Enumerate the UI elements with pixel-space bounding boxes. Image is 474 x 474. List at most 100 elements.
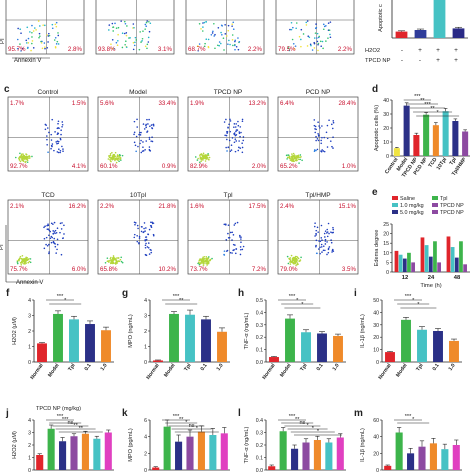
event-dot bbox=[292, 26, 294, 29]
event-dot bbox=[62, 150, 64, 153]
event-dot bbox=[56, 140, 59, 143]
event-dot bbox=[225, 35, 228, 37]
significance-marker: * bbox=[185, 420, 188, 426]
event-dot bbox=[329, 33, 331, 36]
bar bbox=[201, 319, 211, 362]
bar bbox=[333, 335, 343, 362]
bar bbox=[433, 241, 437, 272]
event-dot bbox=[237, 37, 239, 39]
event-dot bbox=[148, 136, 151, 139]
event-dot bbox=[56, 248, 58, 251]
y-axis-label: PI bbox=[0, 38, 6, 44]
y-axis-label: TNF-α (ng/mL) bbox=[244, 426, 250, 463]
event-dot bbox=[240, 236, 242, 238]
event-dot bbox=[305, 21, 308, 24]
event-dot bbox=[320, 45, 322, 48]
event-dot bbox=[138, 235, 141, 238]
y-tick-label: 4 bbox=[28, 298, 31, 304]
event-dot bbox=[332, 121, 335, 124]
event-dot bbox=[21, 47, 24, 50]
bar bbox=[463, 264, 467, 272]
event-dot bbox=[307, 35, 310, 38]
event-dot bbox=[214, 47, 216, 50]
event-dot bbox=[46, 224, 48, 227]
event-dot bbox=[55, 43, 58, 45]
event-dot bbox=[225, 134, 228, 137]
event-dot bbox=[27, 258, 30, 261]
quadrant-lower-left-value: 65.8% bbox=[100, 266, 118, 273]
event-dot bbox=[242, 139, 245, 142]
bar bbox=[169, 313, 179, 362]
event-dot bbox=[308, 36, 311, 39]
event-dot bbox=[198, 259, 201, 262]
event-dot bbox=[146, 43, 149, 46]
event-dot bbox=[290, 261, 293, 263]
bar bbox=[424, 245, 429, 272]
event-dot bbox=[323, 150, 326, 153]
event-dot bbox=[229, 150, 232, 153]
event-dot bbox=[213, 22, 215, 25]
event-dot bbox=[208, 256, 210, 258]
event-dot bbox=[142, 150, 145, 152]
event-dot bbox=[29, 258, 32, 260]
flow-plot bbox=[7, 96, 89, 172]
event-dot bbox=[33, 27, 36, 29]
event-dot bbox=[329, 36, 332, 39]
event-dot bbox=[221, 33, 223, 36]
event-dot bbox=[311, 49, 314, 51]
quadrant-upper-right-value: 16.2% bbox=[68, 203, 86, 210]
quadrant-upper-right-value: 28.4% bbox=[338, 100, 356, 107]
event-dot bbox=[149, 150, 152, 152]
y-tick-label: 0.0 bbox=[256, 360, 263, 366]
event-dot bbox=[208, 156, 211, 159]
event-dot bbox=[136, 126, 139, 128]
event-dot bbox=[299, 156, 301, 159]
event-dot bbox=[294, 256, 296, 259]
event-dot bbox=[241, 248, 244, 251]
quadrant-lower-left-value: 93.8% bbox=[98, 46, 116, 53]
event-dot bbox=[133, 120, 136, 123]
event-dot bbox=[328, 119, 330, 122]
event-dot bbox=[48, 229, 51, 232]
event-dot bbox=[118, 153, 121, 156]
event-dot bbox=[233, 133, 235, 135]
event-dot bbox=[233, 141, 236, 144]
event-dot bbox=[293, 160, 295, 163]
event-dot bbox=[320, 246, 323, 248]
event-dot bbox=[120, 20, 122, 22]
event-dot bbox=[296, 263, 299, 266]
event-dot bbox=[114, 155, 116, 158]
event-dot bbox=[241, 120, 244, 123]
event-dot bbox=[19, 43, 21, 45]
event-dot bbox=[203, 257, 206, 260]
event-dot bbox=[322, 249, 325, 252]
bar bbox=[93, 438, 101, 470]
y-axis-label: MPO (ng/mL) bbox=[128, 314, 134, 348]
significance-marker: *** bbox=[289, 414, 296, 420]
event-dot bbox=[58, 148, 60, 151]
event-dot bbox=[322, 47, 324, 50]
bar bbox=[384, 465, 392, 470]
event-dot bbox=[20, 263, 23, 266]
event-dot bbox=[145, 123, 147, 126]
event-dot bbox=[151, 127, 153, 129]
event-dot bbox=[48, 234, 50, 237]
event-dot bbox=[144, 148, 146, 151]
event-dot bbox=[55, 25, 58, 28]
event-dot bbox=[293, 260, 296, 262]
significance-marker: *** bbox=[424, 102, 431, 108]
event-dot bbox=[310, 44, 312, 47]
event-dot bbox=[29, 261, 32, 264]
event-dot bbox=[200, 153, 203, 156]
bar bbox=[452, 121, 459, 156]
event-dot bbox=[59, 151, 61, 154]
event-dot bbox=[220, 31, 222, 34]
event-dot bbox=[139, 131, 141, 134]
event-dot bbox=[31, 42, 33, 45]
event-dot bbox=[117, 257, 120, 259]
event-dot bbox=[137, 145, 139, 148]
event-dot bbox=[232, 234, 235, 236]
event-dot bbox=[148, 118, 150, 121]
event-dot bbox=[133, 26, 135, 29]
event-dot bbox=[324, 249, 326, 252]
